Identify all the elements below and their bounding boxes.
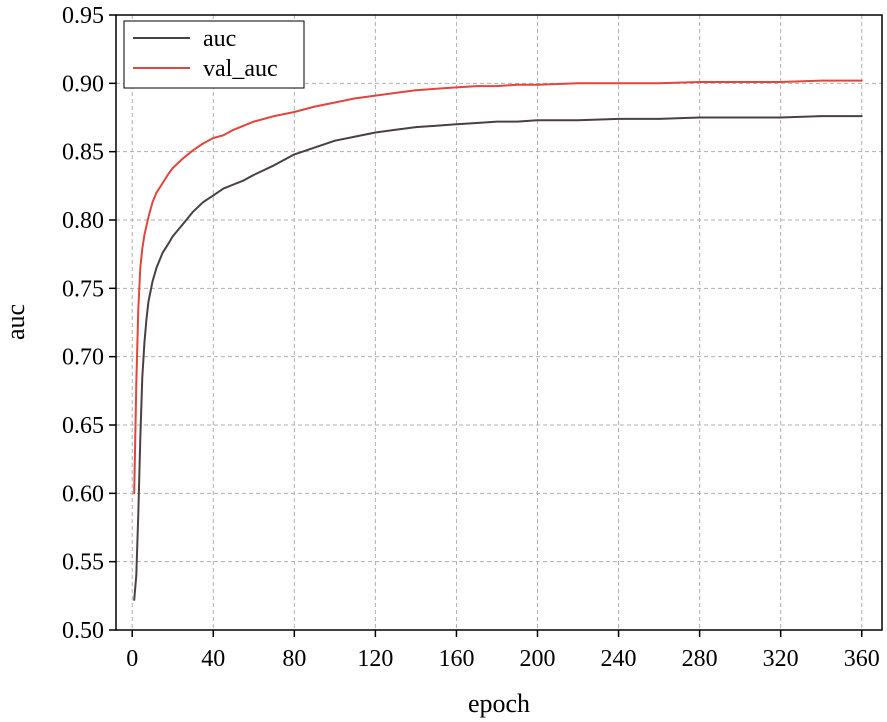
y-tick-label: 0.50 <box>62 618 104 644</box>
series-line-val-auc <box>133 79 863 495</box>
plot-frame <box>115 14 883 631</box>
grid-lines <box>116 15 882 630</box>
axis-ticks: 0 40 80 120 160 200 240 280 320 360 0.50 0.55 0.60 0.… <box>62 3 880 672</box>
series-lines <box>133 79 863 601</box>
x-tick-label: 240 <box>601 646 637 672</box>
x-tick-label: 280 <box>682 646 718 672</box>
y-tick-label: 0.90 <box>62 71 104 97</box>
legend-label-auc: auc <box>203 26 236 52</box>
x-tick-label: 160 <box>438 646 474 672</box>
x-tick-label: 360 <box>844 646 880 672</box>
x-tick-label: 120 <box>357 646 393 672</box>
legend-box <box>123 20 305 89</box>
x-tick-label: 200 <box>520 646 556 672</box>
x-tick-label: 80 <box>282 646 306 672</box>
series-line-auc <box>133 115 863 601</box>
legend-label-val-auc: val_auc <box>203 56 278 82</box>
x-tick-label: 320 <box>763 646 799 672</box>
y-tick-label: 0.60 <box>62 481 104 507</box>
x-axis-title: epoch <box>468 689 530 718</box>
y-tick-label: 0.70 <box>62 345 104 371</box>
y-tick-label: 0.95 <box>62 3 104 29</box>
y-tick-label: 0.75 <box>62 276 104 302</box>
y-tick-label: 0.55 <box>62 550 104 576</box>
y-axis-title: auc <box>1 304 30 340</box>
x-tick-label: 40 <box>201 646 225 672</box>
y-tick-label: 0.85 <box>62 140 104 166</box>
legend: auc val_auc <box>123 20 305 89</box>
y-tick-label: 0.65 <box>62 413 104 439</box>
x-tick-label: 0 <box>126 646 138 672</box>
y-tick-label: 0.80 <box>62 208 104 234</box>
